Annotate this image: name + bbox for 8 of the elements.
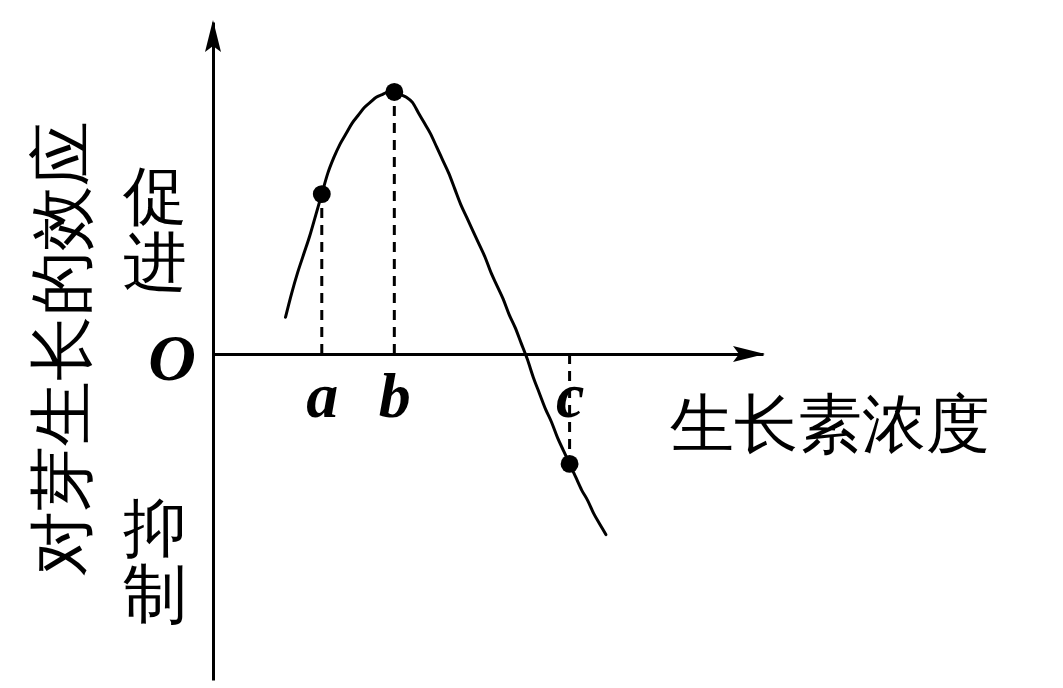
text: O — [148, 321, 196, 394]
x-tick-label: b — [378, 360, 411, 432]
text: 促进 — [123, 159, 187, 299]
x-axis-title: 生长素浓度 — [669, 387, 990, 462]
text: 抑制 — [123, 491, 187, 631]
y-axis-title: 对芽生长的效应 — [23, 121, 99, 576]
x-tick-label: c — [555, 360, 585, 432]
x-tick-label: a — [306, 360, 339, 432]
